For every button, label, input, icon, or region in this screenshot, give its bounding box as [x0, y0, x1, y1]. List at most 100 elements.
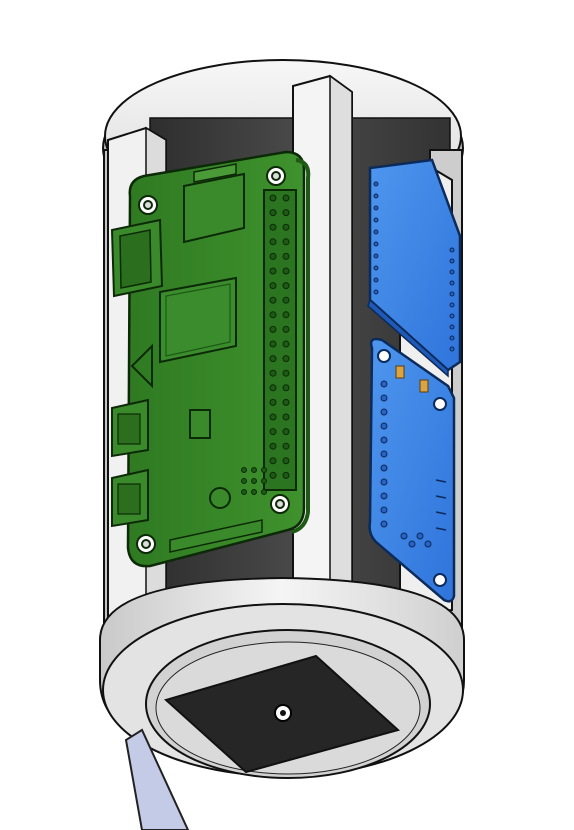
extra-pin	[251, 489, 257, 495]
module-pin-hole	[373, 241, 379, 247]
extra-pin	[261, 467, 267, 473]
gpio-pin	[269, 194, 277, 202]
board-logo-mark	[130, 343, 153, 389]
mounting-holes	[136, 166, 290, 554]
module-pin-hole	[373, 205, 379, 211]
gpio-pin	[282, 194, 290, 202]
gpio-pin	[282, 296, 290, 304]
mini-hdmi-port	[110, 218, 164, 298]
ribbon-cable	[124, 728, 190, 830]
breakout-pin-hole	[380, 478, 388, 486]
module-pin-hole	[449, 269, 455, 275]
gpio-pin	[269, 340, 277, 348]
module-pin-hole	[449, 302, 455, 308]
extra-pins	[241, 467, 267, 495]
gpio-pin	[282, 252, 290, 260]
gpio-pin	[282, 325, 290, 333]
module-pin-hole	[373, 289, 379, 295]
gpio-pin	[269, 471, 277, 479]
small-ic	[189, 409, 211, 439]
gpio-pin	[269, 238, 277, 246]
module-pin-hole	[373, 265, 379, 271]
gpio-pin	[282, 238, 290, 246]
gpio-pin	[269, 442, 277, 450]
gpio-pin	[269, 209, 277, 217]
micro-usb-port-1	[111, 398, 149, 458]
gpio-pin	[269, 296, 277, 304]
gpio-pin	[269, 267, 277, 275]
gpio-pin	[282, 471, 290, 479]
module-pin-holes	[373, 181, 455, 352]
micro-usb-port-2	[111, 468, 149, 528]
module-pin-hole	[373, 193, 379, 199]
blue-module-board	[367, 158, 462, 378]
module-pin-hole	[449, 258, 455, 264]
breakout-pin-hole	[400, 532, 408, 540]
extra-pin	[261, 478, 267, 484]
breakout-pin-hole	[380, 520, 388, 528]
module-pin-hole	[449, 324, 455, 330]
module-pin-hole	[449, 291, 455, 297]
gpio-pin	[282, 413, 290, 421]
gpio-pin	[282, 311, 290, 319]
extra-pin	[241, 478, 247, 484]
module-pin-hole	[449, 346, 455, 352]
breakout-pin-hole	[380, 394, 388, 402]
module-pin-hole	[449, 313, 455, 319]
gpio-pin	[269, 252, 277, 260]
gpio-pin	[282, 457, 290, 465]
gpio-pin	[269, 413, 277, 421]
gpio-pin	[282, 428, 290, 436]
mounting-hole	[433, 397, 447, 411]
soc-chip	[159, 276, 237, 364]
reset-button	[209, 487, 231, 509]
breakout-pin-hole	[424, 540, 432, 548]
mounting-hole	[433, 573, 447, 587]
gpio-pin	[282, 209, 290, 217]
raspberry-pi-zero-board	[110, 150, 311, 568]
gpio-pin	[269, 325, 277, 333]
gpio-pin	[269, 369, 277, 377]
smd-component	[419, 379, 429, 393]
breakout-pin-hole	[380, 408, 388, 416]
breakout-pin-hole	[380, 380, 388, 388]
module-pin-hole	[373, 229, 379, 235]
breakout-pin-hole	[416, 532, 424, 540]
gpio-pin	[282, 355, 290, 363]
extra-pin	[261, 489, 267, 495]
gpio-pin	[269, 223, 277, 231]
breakout-pin-hole	[380, 506, 388, 514]
gpio-pin	[282, 340, 290, 348]
module-pin-hole	[373, 181, 379, 187]
module-pin-hole	[373, 253, 379, 259]
module-pin-hole	[449, 247, 455, 253]
extra-pin	[241, 489, 247, 495]
gpio-pin	[269, 384, 277, 392]
breakout-pin-hole	[380, 450, 388, 458]
mounting-hole	[377, 349, 391, 363]
gpio-pin	[269, 398, 277, 406]
gpio-pin	[269, 311, 277, 319]
extra-pin	[251, 467, 257, 473]
module-pin-hole	[449, 280, 455, 286]
blue-sensor-breakout-board	[368, 337, 456, 603]
module-pin-hole	[373, 277, 379, 283]
gpio-pins	[269, 194, 290, 479]
gpio-pin	[269, 282, 277, 290]
breakout-pin-hole	[380, 492, 388, 500]
breakout-pin-holes	[380, 380, 432, 548]
camera-connector	[169, 519, 263, 553]
base-sensor-plate	[163, 654, 401, 774]
microsd-slot	[183, 172, 245, 244]
module-pin-hole	[449, 335, 455, 341]
gpio-pin	[282, 398, 290, 406]
breakout-pin-hole	[380, 436, 388, 444]
gpio-header	[263, 189, 297, 491]
silkscreen-marks	[435, 479, 447, 531]
breakout-pin-hole	[380, 464, 388, 472]
gpio-pin	[269, 355, 277, 363]
extra-pin	[241, 467, 247, 473]
breakout-pin-hole	[380, 422, 388, 430]
module-pin-hole	[373, 217, 379, 223]
